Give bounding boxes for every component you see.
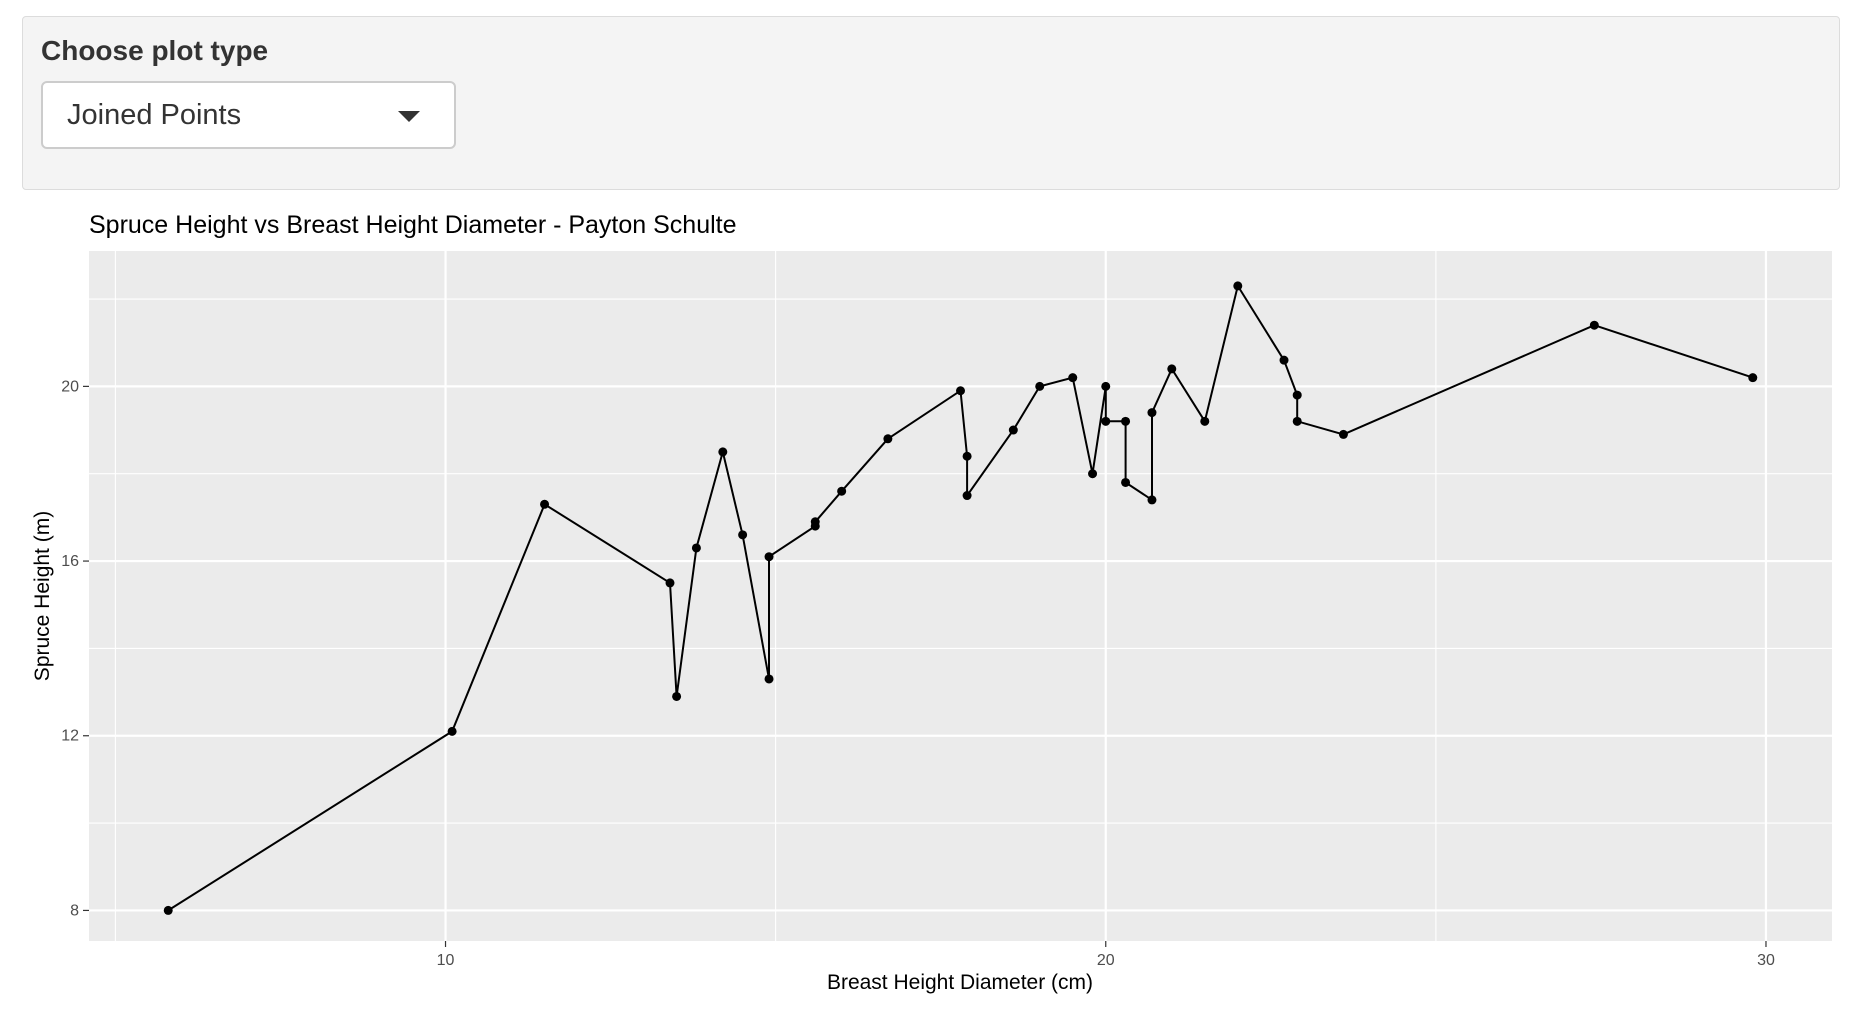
y-tick-label: 12 [61,728,79,745]
data-point [1068,373,1078,383]
plot-panel [89,251,1832,941]
series-layer [163,281,1758,915]
data-point [810,517,820,527]
data-point [1279,355,1289,365]
data-point [1167,364,1177,374]
data-point [1338,429,1348,439]
data-point [718,447,728,457]
data-point [1233,281,1243,291]
data-point [956,386,965,396]
plot-type-label: Choose plot type [41,35,269,66]
y-tick-label: 20 [61,378,79,395]
data-point [691,543,701,553]
x-tick-label: 20 [1097,952,1115,969]
series-line [167,283,1754,912]
x-axis: 10 20 30 [437,941,1775,969]
data-point [1200,416,1210,426]
chart-svg: Spruce Height vs Breast Height Diameter … [31,211,1832,994]
data-point [1121,416,1131,426]
data-point [764,674,774,684]
data-point [540,499,550,509]
data-point [1292,390,1302,400]
chart-title: Spruce Height vs Breast Height Diameter … [89,211,737,239]
caret-down-icon [398,111,420,122]
y-tick-label: 16 [61,553,79,570]
data-point [1088,469,1098,479]
plot-type-select[interactable]: Joined Points [41,81,456,149]
data-point [962,491,972,501]
data-point [1147,495,1157,505]
data-point [1121,477,1131,487]
data-point [665,578,675,588]
y-axis-label: Spruce Height (m) [31,511,54,681]
y-axis: 8 12 16 20 [61,378,89,919]
data-point [883,434,893,444]
chart-container: Spruce Height vs Breast Height Diameter … [0,200,1860,1004]
data-point [163,905,173,915]
data-point [764,552,774,562]
data-point [1035,381,1045,391]
data-point [1589,320,1599,330]
data-point [1147,408,1157,418]
data-point [1748,373,1758,383]
data-point [962,451,972,461]
data-point [1101,416,1111,426]
data-point [738,530,748,540]
plot-type-selected-value: Joined Points [67,99,242,131]
x-axis-label: Breast Height Diameter (cm) [827,971,1093,994]
y-tick-label: 8 [70,902,79,919]
control-panel: Choose plot type Joined Points [22,16,1840,190]
x-tick-label: 30 [1757,952,1775,969]
data-point [1101,381,1111,391]
data-point [672,691,682,701]
x-tick-label: 10 [437,952,455,969]
data-point [837,486,847,496]
minor-gridlines [89,251,1832,941]
data-point [447,726,457,736]
data-point [1292,416,1302,426]
data-point [1008,425,1018,435]
